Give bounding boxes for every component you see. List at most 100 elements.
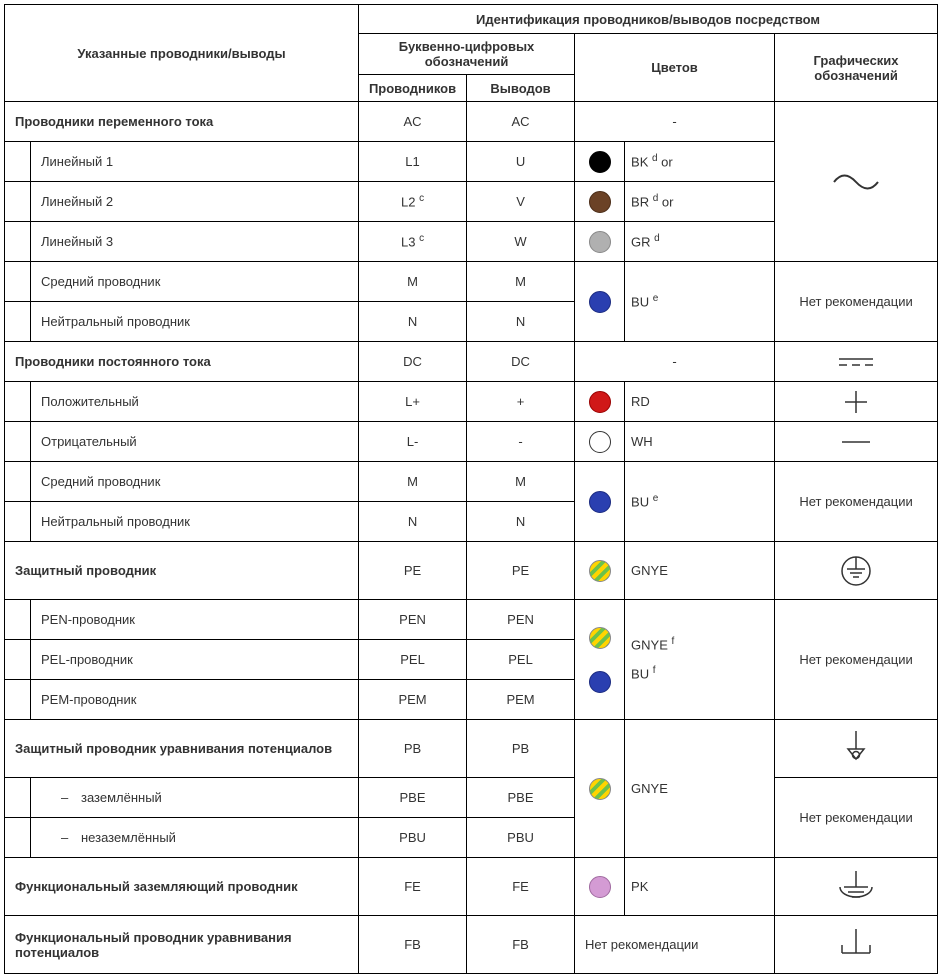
cell-pe-term: PE [467,542,575,600]
row-dc-heading: Проводники постоянного тока [5,342,359,382]
row-l3: Линейный 3 [31,222,359,262]
cell-pem-cond: PEM [359,680,467,720]
color-circle-bk [589,151,611,173]
swatch-gnye-pb [575,720,625,858]
cell-fb-cond: FB [359,916,467,974]
code-bk: BK d or [625,142,775,182]
hdr-alpha: Буквенно-цифровых обозначений [359,34,575,75]
cell-l3-term: W [467,222,575,262]
color-circle-pk [589,876,611,898]
row-pos: Положительный [31,382,359,422]
cell-sym-ac [775,102,938,262]
cell-pen-term: PEN [467,600,575,640]
cell-l2-cond: L2 c [359,182,467,222]
cell-dc-term: DC [467,342,575,382]
swatch-bk [575,142,625,182]
cell-m-cond: M [359,262,467,302]
minus-icon [836,432,876,452]
cell-m-term: M [467,262,575,302]
color-circle-bu-pen [589,671,611,693]
hdr-terminal: Выводов [467,75,575,102]
cell-pb-cond: PB [359,720,467,778]
cell-m-dc-term: M [467,462,575,502]
hdr-colors: Цветов [575,34,775,102]
cell-l2-term: V [467,182,575,222]
code-wh: WH [625,422,775,462]
row-pbe: –заземлённый [31,778,359,818]
swatch-wh [575,422,625,462]
fe-ground-icon [834,867,878,907]
cell-pem-term: PEM [467,680,575,720]
code-pen-group: GNYE f BU f [625,600,775,720]
cell-pel-cond: PEL [359,640,467,680]
row-neutral-ac: Нейтральный проводник [31,302,359,342]
row-neg: Отрицательный [31,422,359,462]
plus-icon [841,387,871,417]
row-pem: PEM-проводник [31,680,359,720]
code-gnye-pe: GNYE [625,542,775,600]
conductor-identification-table: Указанные проводники/выводы Идентификаци… [4,4,938,974]
row-l2: Линейный 2 [31,182,359,222]
cell-pel-term: PEL [467,640,575,680]
cell-pos-term: + [467,382,575,422]
cell-fe-term: FE [467,858,575,916]
swatch-pk [575,858,625,916]
cell-pbu-cond: PBU [359,818,467,858]
cell-l1-term: U [467,142,575,182]
cell-ac-cond: AC [359,102,467,142]
cell-ac-term: AC [467,102,575,142]
row-pe: Защитный проводник [5,542,359,600]
color-circle-bu-dc [589,491,611,513]
code-bu-ac: BU e [625,262,775,342]
row-neutral-dc: Нейтральный проводник [31,502,359,542]
color-circle-gnye-pb [589,778,611,800]
swatch-gr [575,222,625,262]
row-ac-heading: Проводники переменного тока [5,102,359,142]
hdr-ident-by: Идентификация проводников/выводов посред… [359,5,938,34]
row-mid-dc: Средний проводник [31,462,359,502]
row-pb: Защитный проводник уравнивания потенциал… [5,720,359,778]
color-circle-gr [589,231,611,253]
cell-sym-norec-pb: Нет рекомендации [775,778,938,858]
color-circle-wh [589,431,611,453]
cell-pe-cond: PE [359,542,467,600]
cell-l1-cond: L1 [359,142,467,182]
cell-n-dc-term: N [467,502,575,542]
code-fb-norec: Нет рекомендации [575,916,775,974]
code-gr: GR d [625,222,775,262]
cell-sym-norec-pen: Нет рекомендации [775,600,938,720]
cell-pbe-term: PBE [467,778,575,818]
color-circle-gnye [589,560,611,582]
cell-pos-cond: L+ [359,382,467,422]
code-pk: PK [625,858,775,916]
swatch-br [575,182,625,222]
cell-fb-term: FB [467,916,575,974]
code-bu-dc: BU e [625,462,775,542]
sine-wave-icon [826,167,886,197]
dc-symbol-icon [831,352,881,372]
row-pel: PEL-проводник [31,640,359,680]
cell-sym-minus [775,422,938,462]
cell-ac-color: - [575,102,775,142]
row-l1: Линейный 1 [31,142,359,182]
hdr-designated: Указанные проводники/выводы [5,5,359,102]
cell-pbe-cond: PBE [359,778,467,818]
cell-sym-norec-dc: Нет рекомендации [775,462,938,542]
code-rd: RD [625,382,775,422]
swatch-rd [575,382,625,422]
fb-bonding-icon [834,925,878,965]
row-fb: Функциональный проводник уравнивания пот… [5,916,359,974]
cell-sym-pe [775,542,938,600]
cell-n-term: N [467,302,575,342]
cell-sym-plus [775,382,938,422]
swatch-gnye-pe [575,542,625,600]
cell-n-cond: N [359,302,467,342]
cell-sym-fe [775,858,938,916]
cell-m-dc-cond: M [359,462,467,502]
cell-pbu-term: PBU [467,818,575,858]
cell-n-dc-cond: N [359,502,467,542]
swatch-bu-dc [575,462,625,542]
hdr-conductor: Проводников [359,75,467,102]
cell-dc-cond: DC [359,342,467,382]
color-circle-br [589,191,611,213]
